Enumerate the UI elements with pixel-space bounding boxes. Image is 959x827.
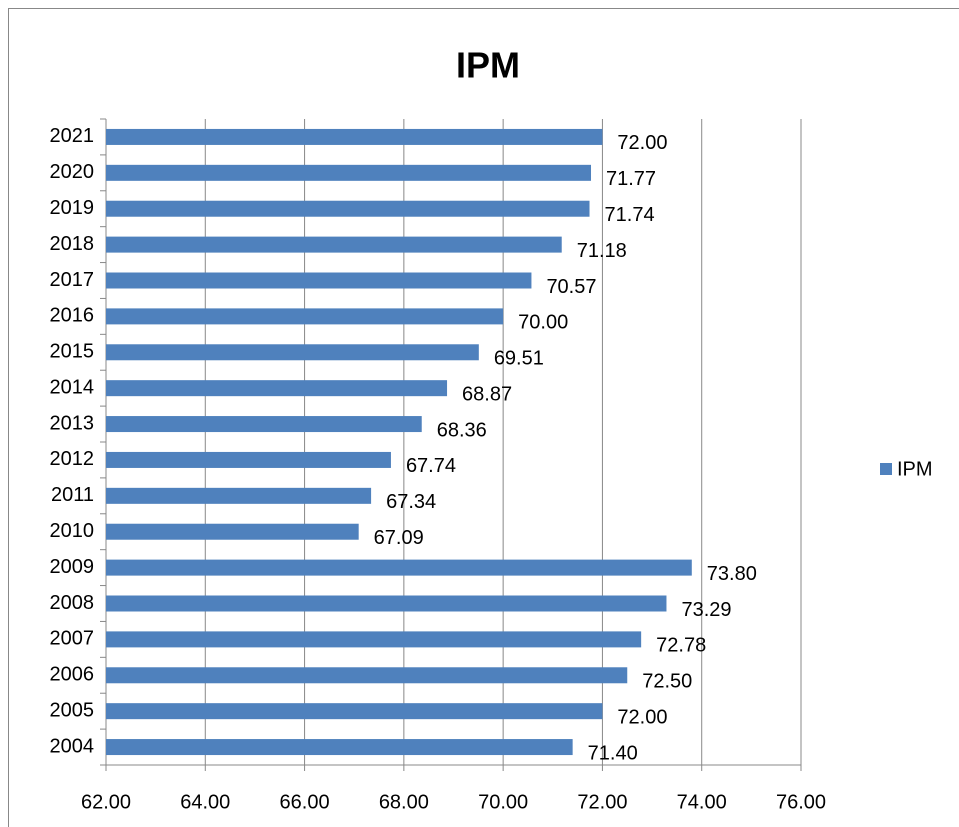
bar (106, 236, 562, 253)
y-tick-label: 2011 (51, 484, 94, 506)
x-tick-label: 62.00 (81, 791, 131, 813)
data-label: 72.50 (642, 671, 692, 693)
data-label: 70.57 (546, 276, 596, 298)
data-label: 71.74 (605, 204, 655, 226)
legend-label: IPM (897, 458, 933, 480)
x-tick-label: 74.00 (677, 791, 727, 813)
bar (106, 559, 692, 576)
data-label: 71.77 (606, 168, 656, 190)
y-tick-label: 2018 (50, 233, 95, 255)
bar (106, 487, 372, 504)
bar (106, 703, 603, 720)
legend-swatch (880, 463, 892, 475)
data-label: 72.78 (656, 635, 706, 657)
bar (106, 380, 448, 397)
y-tick-label: 2013 (50, 412, 95, 434)
bar (106, 344, 479, 361)
x-tick-label: 66.00 (280, 791, 330, 813)
y-tick-label: 2016 (50, 305, 95, 327)
x-tick-label: 76.00 (776, 791, 826, 813)
data-label: 72.00 (617, 132, 667, 154)
bar (106, 631, 642, 648)
bar (106, 451, 391, 468)
y-tick-label: 2009 (50, 556, 95, 578)
y-tick-label: 2004 (50, 735, 95, 757)
y-tick-label: 2020 (50, 161, 95, 183)
y-tick-label: 2014 (50, 376, 95, 398)
data-label: 67.34 (386, 491, 436, 513)
bar (106, 416, 422, 433)
bar (106, 308, 504, 325)
bar (106, 200, 590, 217)
y-tick-label: 2005 (50, 699, 95, 721)
bar (106, 128, 603, 145)
y-tick-label: 2012 (50, 448, 95, 470)
data-label: 73.29 (681, 599, 731, 621)
data-label: 71.40 (588, 742, 638, 764)
data-label: 67.09 (374, 527, 424, 549)
bar (106, 595, 667, 612)
x-tick-label: 70.00 (478, 791, 528, 813)
chart-title: IPM (456, 45, 520, 86)
bar (106, 523, 359, 540)
y-tick-label: 2010 (50, 520, 95, 542)
y-tick-label: 2021 (50, 125, 95, 147)
y-tick-label: 2019 (50, 197, 95, 219)
data-label: 67.74 (406, 455, 456, 477)
data-label: 72.00 (617, 706, 667, 728)
data-label: 73.80 (707, 563, 757, 585)
bar (106, 667, 628, 684)
data-label: 69.51 (494, 348, 544, 370)
y-tick-label: 2007 (50, 628, 95, 650)
bar (106, 739, 573, 756)
bar (106, 272, 532, 289)
y-tick-label: 2006 (50, 664, 95, 686)
x-tick-label: 72.00 (577, 791, 627, 813)
y-tick-label: 2015 (50, 341, 95, 363)
bar (106, 164, 592, 181)
data-label: 71.18 (577, 240, 627, 262)
y-tick-label: 2008 (50, 592, 95, 614)
x-tick-label: 64.00 (180, 791, 230, 813)
data-label: 68.36 (437, 419, 487, 441)
x-tick-label: 68.00 (379, 791, 429, 813)
data-label: 70.00 (518, 312, 568, 334)
data-label: 68.87 (462, 383, 512, 405)
y-tick-label: 2017 (50, 269, 95, 291)
